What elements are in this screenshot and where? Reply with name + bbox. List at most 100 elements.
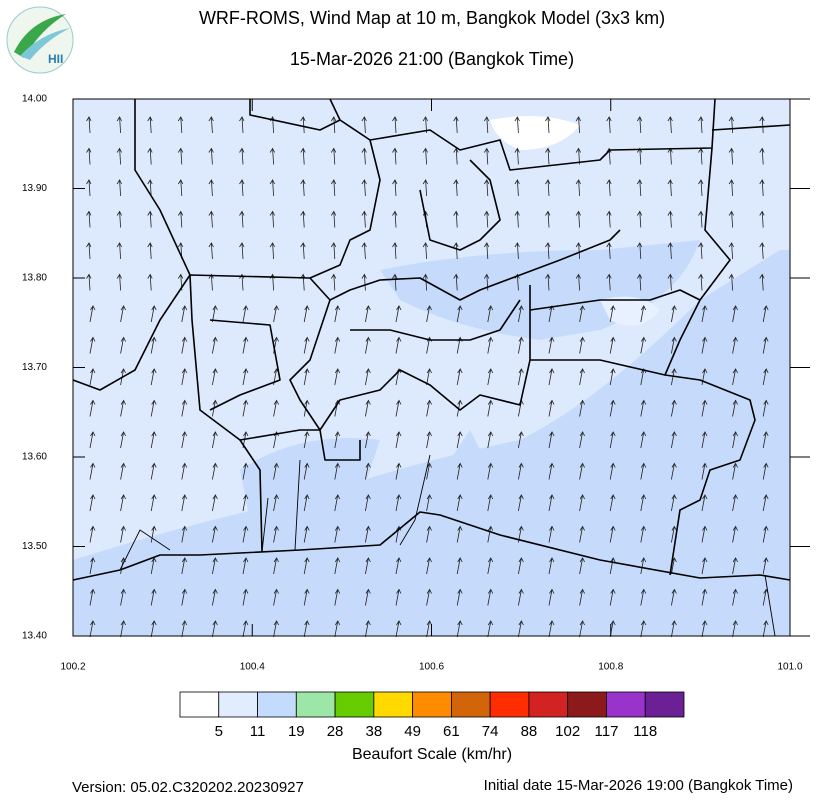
wind-arrow: [579, 494, 585, 512]
wind-arrow: [548, 368, 555, 386]
wind-arrow: [732, 525, 738, 543]
wind-arrow: [728, 147, 734, 165]
wind-arrow: [303, 557, 310, 575]
wind-arrow: [579, 305, 585, 323]
colorbar-label: 49: [404, 723, 421, 740]
x-tick-label: 100.6: [419, 662, 444, 673]
wind-arrow: [181, 431, 188, 449]
wind-arrow: [518, 431, 524, 449]
wind-arrow: [334, 557, 341, 575]
wind-arrow: [453, 242, 459, 260]
wind-arrow: [86, 116, 92, 134]
wind-arrow: [514, 116, 520, 134]
wind-arrow: [269, 242, 275, 260]
initial-date: Initial date 15-Mar-2026 19:00 (Bangkok …: [484, 777, 793, 794]
wind-arrow: [422, 242, 428, 260]
wind-arrow: [365, 368, 371, 386]
wind-arrow: [762, 620, 769, 638]
wind-arrow: [181, 336, 188, 354]
wind-arrow: [365, 620, 371, 638]
wind-arrow: [330, 210, 337, 228]
wind-arrow: [609, 305, 616, 323]
wind-arrow: [701, 462, 708, 480]
wind-arrow: [671, 305, 677, 323]
wind-arrow: [365, 399, 371, 417]
wind-arrow: [487, 494, 494, 512]
wind-arrow: [698, 273, 704, 291]
wind-arrow: [300, 147, 306, 165]
color-swatch: [295, 691, 336, 718]
wind-arrow: [728, 116, 734, 134]
wind-arrow: [89, 557, 96, 575]
province-border: [209, 319, 281, 411]
wind-arrow: [273, 525, 279, 543]
wind-arrow: [395, 399, 402, 417]
province-border: [350, 299, 521, 341]
colorbar-label: 118: [633, 723, 657, 740]
y-tick-label: 13.60: [22, 452, 47, 463]
colorbar-label: 61: [443, 723, 460, 740]
colorbar-label: 74: [482, 723, 499, 740]
wind-arrow: [579, 336, 585, 354]
wind-arrow: [303, 620, 310, 638]
wind-arrow: [208, 179, 214, 197]
wind-arrow: [212, 431, 218, 449]
wind-arrow: [732, 305, 738, 323]
wind-arrow: [483, 210, 490, 228]
wind-arrow: [273, 494, 279, 512]
wind-arrow: [487, 525, 494, 543]
wind-arrow: [640, 431, 647, 449]
wind-arrow: [640, 557, 647, 575]
wind-arrow: [545, 210, 551, 228]
wind-arrow: [426, 368, 432, 386]
wind-arrow: [636, 210, 643, 228]
wind-arrow: [120, 525, 126, 543]
wind-arrow: [116, 116, 122, 134]
wind-arrow: [514, 242, 520, 260]
wind-arrow: [116, 179, 122, 197]
wind-arrow: [422, 147, 428, 165]
wind-arrow: [640, 494, 647, 512]
wind-arrow: [640, 305, 647, 323]
wind-arrow: [671, 494, 677, 512]
color-swatch: [450, 691, 491, 718]
wind-arrow: [208, 242, 214, 260]
wind-arrow: [120, 494, 126, 512]
wind-arrow: [242, 399, 249, 417]
province-border: [530, 359, 666, 376]
wind-arrow: [89, 368, 96, 386]
wind-arrow: [212, 557, 218, 575]
wind-arrow: [212, 336, 218, 354]
wind-arrow: [701, 588, 708, 606]
wind-arrow: [212, 305, 218, 323]
wind-arrow: [392, 210, 398, 228]
wind-arrow: [762, 305, 769, 323]
wind-arrow: [239, 210, 245, 228]
wind-arrow: [762, 399, 769, 417]
wind-arrow: [361, 242, 367, 260]
wind-arrow: [453, 210, 459, 228]
wind-arrow: [671, 620, 677, 638]
color-swatch: [179, 691, 220, 718]
wind-arrow: [606, 210, 612, 228]
wind-arrow: [636, 273, 643, 291]
wind-arrow: [548, 399, 555, 417]
wind-arrow: [365, 462, 371, 480]
wind-arrow: [242, 305, 249, 323]
wind-arrow: [120, 305, 126, 323]
wind-arrow: [242, 525, 249, 543]
wind-arrow: [392, 273, 398, 291]
wind-arrow: [395, 494, 402, 512]
wind-arrow: [483, 147, 490, 165]
wind-arrow: [177, 116, 184, 134]
wind-arrow: [242, 588, 249, 606]
wind-arrow: [150, 399, 157, 417]
wind-arrow: [242, 462, 249, 480]
color-swatch: [606, 691, 646, 718]
wind-arrow: [759, 147, 765, 165]
legend-title: Beaufort Scale (km/hr): [352, 746, 512, 763]
wind-arrow: [273, 399, 279, 417]
colorbar-label: 19: [288, 723, 305, 740]
wind-arrow: [667, 116, 673, 134]
wind-arrow: [456, 620, 463, 638]
